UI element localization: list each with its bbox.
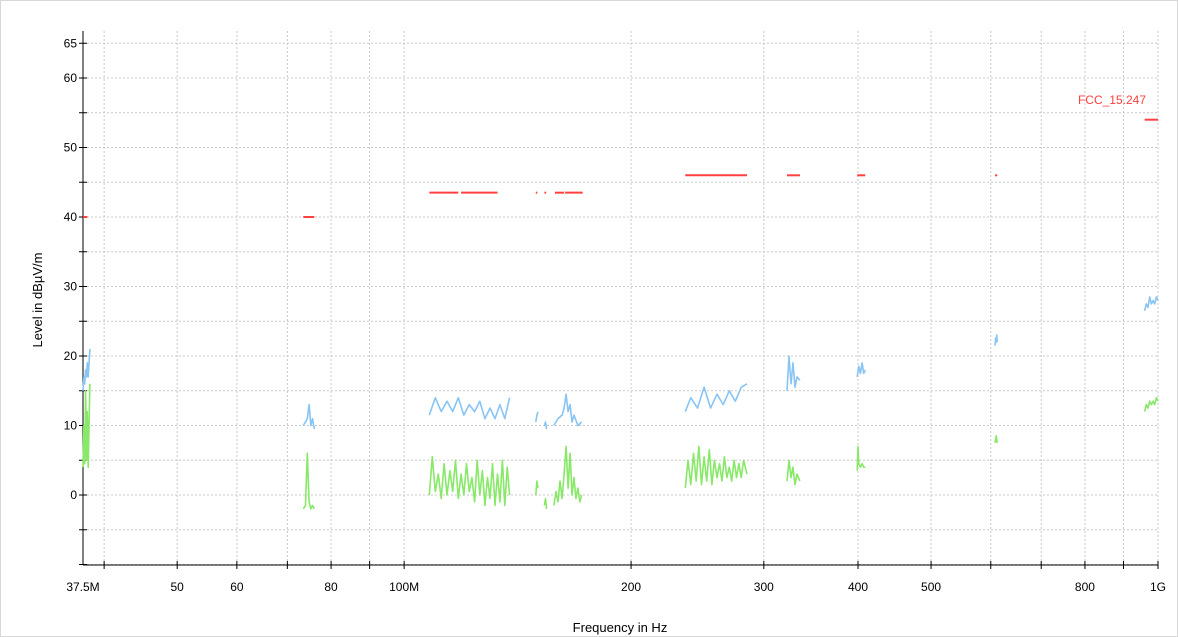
average-trace-segment: [543, 497, 548, 509]
limit-line-label: FCC_15.247: [1078, 93, 1146, 107]
peak-trace-segment: [428, 396, 511, 420]
average-trace-segment: [1143, 396, 1159, 412]
x-tick-label: 400: [848, 580, 868, 594]
y-tick-label: 50: [64, 141, 78, 155]
x-tick-label: 80: [324, 580, 338, 594]
peak-trace-segment: [82, 348, 91, 391]
series-traces: [82, 296, 1159, 510]
peak-trace-segment: [553, 393, 583, 427]
grid-lines: [83, 31, 1159, 565]
x-tick-label: 50: [171, 580, 185, 594]
x-tick-label: 200: [621, 580, 641, 594]
limit-line: [83, 118, 1158, 218]
x-tick-label: 100M: [389, 580, 419, 594]
average-trace-segment: [994, 435, 998, 444]
peak-trace-segment: [1143, 296, 1159, 311]
average-trace-segment: [553, 445, 583, 506]
y-tick-label: 0: [70, 488, 77, 502]
average-trace-segment: [856, 445, 866, 471]
y-tick-label: 20: [64, 349, 78, 363]
peak-trace-segment: [543, 421, 548, 430]
x-tick-labels: 37.5M 50 60 80 100M 200 300 400 500 800 1G: [66, 580, 1166, 594]
y-tick-label: 60: [64, 71, 78, 85]
average-trace-segment: [684, 445, 748, 489]
x-tick-label: 300: [754, 580, 774, 594]
peak-trace-segment: [684, 383, 748, 412]
x-axis-label: Frequency in Hz: [573, 620, 668, 635]
peak-trace-segment: [302, 403, 316, 430]
x-tick-label: 60: [230, 580, 244, 594]
y-tick-label: 10: [64, 419, 78, 433]
peak-trace-segment: [535, 411, 539, 423]
average-trace-segment: [428, 455, 511, 507]
average-trace-segment: [302, 452, 316, 510]
y-tick-label: 30: [64, 280, 78, 294]
y-axis-label: Level in dBµV/m: [30, 253, 45, 348]
peak-trace-segment: [994, 334, 998, 346]
axes: [79, 31, 1159, 569]
x-tick-label: 1G: [1150, 580, 1166, 594]
x-tick-label: 500: [921, 580, 941, 594]
average-trace-segment: [535, 480, 539, 496]
peak-trace-segment: [856, 362, 867, 378]
y-tick-labels: 65 60 50 40 30 20 10 0: [64, 36, 78, 502]
y-tick-label: 65: [64, 36, 78, 50]
average-trace-segment: [786, 459, 801, 486]
y-tick-label: 40: [64, 210, 78, 224]
average-trace-segment: [82, 383, 91, 469]
x-tick-label: 37.5M: [66, 580, 99, 594]
x-tick-label: 800: [1075, 580, 1095, 594]
peak-trace-segment: [786, 355, 801, 391]
